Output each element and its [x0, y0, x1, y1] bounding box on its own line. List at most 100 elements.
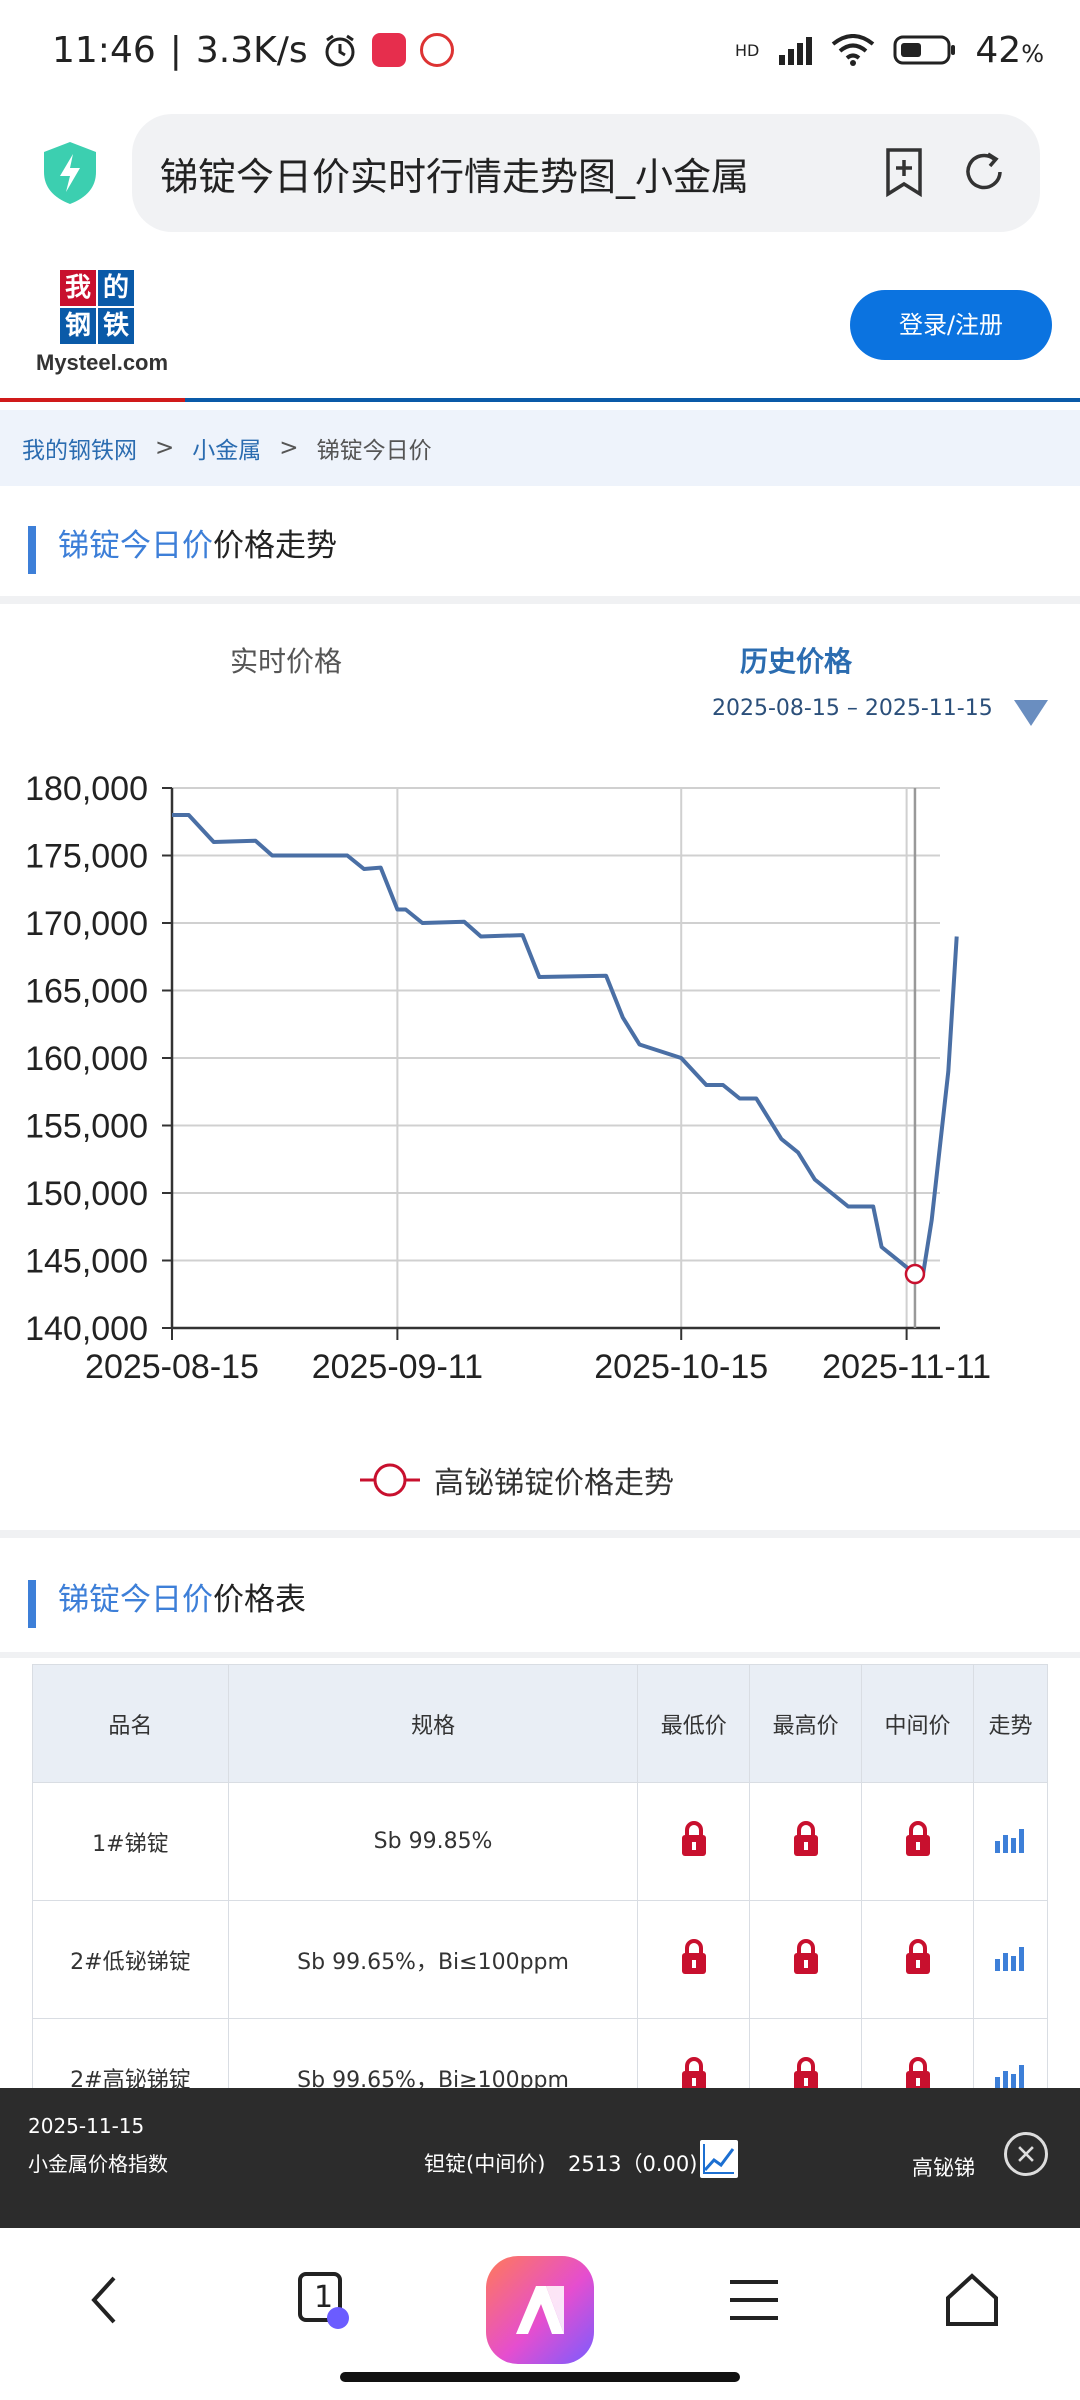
chart-legend[interactable]: 高铋锑锭价格走势 — [360, 1452, 674, 1508]
logo-char-2: 的 — [98, 270, 134, 306]
close-icon[interactable] — [1004, 2132, 1048, 2176]
table-section-title: 锑锭今日价价格表 — [58, 1582, 306, 1618]
bar-chart-icon[interactable] — [993, 1828, 1029, 1861]
cell-mid-price[interactable] — [861, 1900, 974, 2019]
breadcrumb-home[interactable]: 我的钢铁网 — [22, 438, 137, 464]
breadcrumb-separator: > — [279, 435, 299, 461]
lock-icon[interactable] — [903, 2056, 933, 2100]
signal-icon — [779, 37, 813, 65]
header-product: 品名 — [32, 1664, 229, 1783]
ticker-value: 2513（0.00) — [568, 2152, 698, 2176]
date-range-picker[interactable]: 2025-08-15 – 2025-11-15 — [712, 696, 993, 721]
ticker-date: 2025-11-15 — [28, 2114, 145, 2138]
x-tick-label: 2025-10-15 — [594, 1348, 768, 1386]
breadcrumb-category[interactable]: 小金属 — [192, 438, 262, 464]
logo-char-4: 铁 — [98, 308, 134, 344]
cell-product: 1#锑锭 — [32, 1782, 229, 1901]
table-header-row: 品名 规格 最低价 最高价 中间价 走势 — [32, 1664, 1048, 1783]
section-accent-bar — [28, 1580, 36, 1628]
cell-mid-price[interactable] — [861, 1782, 974, 1901]
ai-assistant-icon — [516, 2286, 564, 2334]
logo-char-1: 我 — [60, 270, 96, 306]
status-time: 11:46 — [52, 29, 156, 71]
section-accent-bar — [28, 526, 36, 574]
bar-chart-icon[interactable] — [993, 1946, 1029, 1979]
y-tick-label: 140,000 — [25, 1310, 148, 1348]
tab-history-price[interactable]: 历史价格 — [740, 645, 853, 678]
xiaohongshu-icon — [371, 33, 406, 67]
status-separator: | — [169, 29, 182, 71]
breadcrumb-separator: > — [155, 435, 175, 461]
lock-icon[interactable] — [791, 1820, 821, 1864]
gesture-home-bar[interactable] — [340, 2372, 740, 2382]
header-divider-accent — [0, 398, 185, 402]
lock-icon[interactable] — [791, 2056, 821, 2100]
breadcrumb: 我的钢铁网 > 小金属 > 锑锭今日价 — [0, 410, 1080, 486]
lock-icon[interactable] — [679, 1820, 709, 1864]
lock-icon[interactable] — [679, 2056, 709, 2100]
cell-low-price[interactable] — [637, 1782, 751, 1901]
cell-high-price[interactable] — [749, 1782, 863, 1901]
header-trend: 走势 — [973, 1664, 1048, 1783]
cell-spec: Sb 99.65%，Bi≤100ppm — [227, 1900, 639, 2019]
highlight-point — [904, 1263, 926, 1285]
table-row[interactable]: 2#低铋锑锭 Sb 99.65%，Bi≤100ppm — [32, 1900, 1048, 2019]
header-spec: 规格 — [227, 1664, 639, 1783]
bookmark-add-icon[interactable] — [878, 146, 930, 198]
table-row[interactable]: 1#锑锭 Sb 99.85% — [32, 1782, 1048, 1901]
tabs-button[interactable]: 1 — [286, 2264, 358, 2336]
cell-trend[interactable] — [973, 1782, 1048, 1901]
tab-realtime-price[interactable]: 实时价格 — [230, 645, 343, 678]
security-shield-icon[interactable] — [40, 140, 100, 206]
header-low-price: 最低价 — [637, 1664, 751, 1783]
y-tick-label: 175,000 — [25, 838, 148, 876]
back-icon[interactable] — [70, 2264, 142, 2336]
section-divider — [0, 596, 1080, 604]
price-trend-chart[interactable]: 140,000 145,000 150,000 155,000 160,000 165,0… — [0, 760, 1080, 1420]
y-tick-label: 160,000 — [25, 1040, 148, 1078]
dropdown-triangle-icon[interactable] — [1014, 700, 1048, 726]
trend-chart-icon[interactable] — [700, 2140, 738, 2178]
refresh-icon[interactable] — [958, 146, 1010, 198]
header-mid-price: 中间价 — [861, 1664, 974, 1783]
series-line — [172, 813, 959, 1276]
login-register-button[interactable]: 登录/注册 — [850, 290, 1052, 360]
trend-section-title: 锑锭今日价价格走势 — [58, 528, 337, 564]
bar-chart-icon[interactable] — [993, 2064, 1029, 2097]
cell-low-price[interactable] — [637, 1900, 751, 2019]
wifi-icon — [832, 34, 875, 66]
section-divider — [0, 1530, 1080, 1538]
legend-circle-marker-icon — [360, 1463, 420, 1497]
lock-icon[interactable] — [903, 1938, 933, 1982]
hd-label: HD — [735, 40, 760, 60]
browser-toolbar: 锑锭今日价实时行情走势图_小金属 — [0, 110, 1080, 240]
cell-high-price[interactable] — [749, 1900, 863, 2019]
logo-char-3: 钢 — [60, 308, 96, 344]
y-tick-label: 145,000 — [25, 1243, 148, 1281]
x-tick-label: 2025-08-15 — [85, 1348, 259, 1386]
price-index-ticker[interactable]: 2025-11-15 小金属价格指数 钽锭(中间价) 2513（0.00) 高铋… — [0, 2088, 1080, 2228]
site-header: 我 的 钢 铁 Mysteel.com 登录/注册 — [0, 250, 1080, 400]
y-tick-label: 150,000 — [25, 1175, 148, 1213]
y-tick-label: 165,000 — [25, 973, 148, 1011]
x-tick-label: 2025-09-11 — [312, 1348, 483, 1386]
address-text[interactable]: 锑锭今日价实时行情走势图_小金属 — [160, 155, 750, 199]
tab-count: 1 — [314, 2280, 334, 2315]
ticker-subtitle: 小金属价格指数 — [28, 2152, 168, 2176]
mysteel-logo[interactable]: 我 的 钢 铁 Mysteel.com — [36, 270, 169, 390]
alarm-icon — [325, 34, 355, 67]
lock-icon[interactable] — [791, 1938, 821, 1982]
lock-icon[interactable] — [679, 1938, 709, 1982]
menu-icon[interactable] — [718, 2264, 790, 2336]
cell-trend[interactable] — [973, 1900, 1048, 2019]
logo-text: Mysteel.com — [36, 350, 169, 375]
y-tick-label: 155,000 — [25, 1108, 148, 1146]
home-icon[interactable] — [936, 2264, 1008, 2336]
ai-assistant-button[interactable] — [486, 2256, 594, 2364]
app-notification-icon — [419, 33, 454, 67]
address-bar[interactable]: 锑锭今日价实时行情走势图_小金属 — [132, 114, 1040, 232]
lock-icon[interactable] — [903, 1820, 933, 1864]
section-divider — [0, 1652, 1080, 1658]
cell-product: 2#低铋锑锭 — [32, 1900, 229, 2019]
battery-level: 42% — [975, 29, 1044, 71]
